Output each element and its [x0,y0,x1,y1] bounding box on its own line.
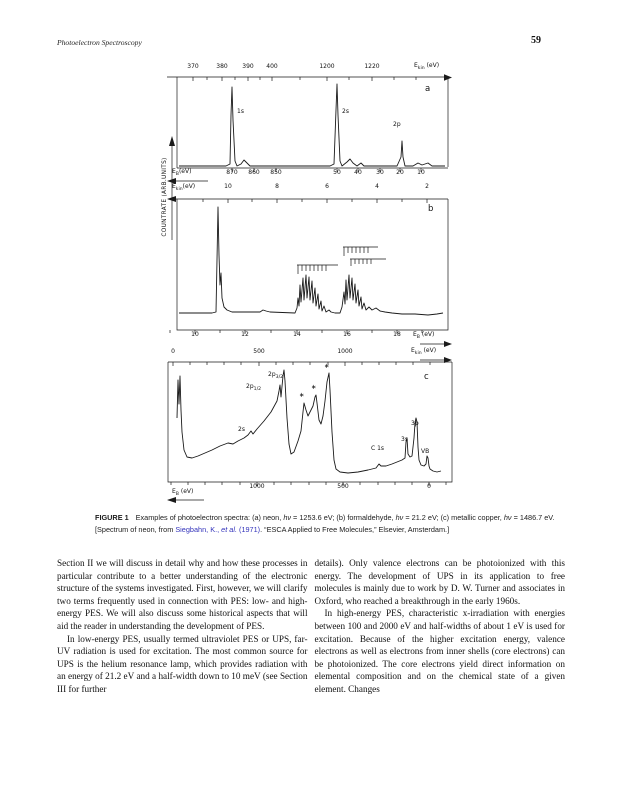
panel-letter-c: c [424,372,429,382]
paragraph: In low-energy PES, usually termed ultrav… [57,633,308,694]
panel-c-bottom-ticks [170,482,447,486]
caption-text: = 1253.6 eV; (b) formaldehyde, [291,513,396,523]
peak-label-1s: 1s [237,108,244,115]
auger-star-marker: ∗ [299,391,305,399]
figure-caption-number: FIGURE 1 [95,513,129,523]
tick-label: 6 [325,183,329,190]
tick-label: 2 [425,183,429,190]
auger-star-marker: ∗ [311,383,317,391]
tick-label: 390 [242,63,254,70]
peak-label-2p12: 2p1/2 [246,383,262,393]
arrowhead-right-icon [444,74,452,81]
tick-label: 1000 [249,483,265,490]
tick-label: 10 [417,169,425,176]
peak-label-2p32: 2p3/2 [268,371,284,381]
figure-caption: FIGURE 1 Examples of photoelectron spectr… [95,512,563,535]
tick-label: 30 [376,169,384,176]
peak-label-2s: 2s [342,108,349,115]
tick-label: 1000 [337,348,353,355]
tick-label: 8 [275,183,279,190]
tick-label: 870 [226,169,238,176]
paragraph: In high-energy PES, characteristic x-irr… [314,608,566,694]
tick-label: 500 [337,483,349,490]
body-column-left: Section II we will discuss in detail why… [57,557,308,696]
panel-c-eb-axis-label: EB (eV) [172,488,194,498]
peak-label-3p: 3p [411,420,419,427]
tick-label: 50 [333,169,341,176]
tick-label: 0 [171,348,175,355]
running-head: Photoelectron Spectroscopy [57,38,142,47]
panel-a-top-axis [167,76,444,81]
arrowhead-up-icon [169,136,175,146]
peak-label-c1s: C 1s [371,445,385,452]
arrowhead-left-icon [167,196,176,202]
vibrational-comb-2 [343,246,378,256]
countrate-axis-label: COUNTRATE (ARB.UNITS) [162,157,168,237]
tick-label: 16 [343,331,351,338]
caption-text: Examples of photoelectron spectra: (a) n… [135,513,284,523]
tick-label: 400 [266,63,278,70]
tick-label: 20 [396,169,404,176]
panel-b-ekin-axis-label: Ekin(eV) [172,183,196,193]
tick-label: 850 [270,169,282,176]
arrowhead-right-icon [444,357,452,363]
tick-label: 10 [191,331,199,338]
tick-label: 4 [375,183,379,190]
panel-c-frame [167,362,453,483]
spectrum-curve-b [179,206,444,316]
page-number: 59 [531,35,541,46]
spectrum-curve-a [179,83,445,167]
caption-text: = 1486.7 eV. [Spectrum of neon, from [95,513,555,534]
tick-label: 1200 [319,63,335,70]
caption-hv-symbol: hν [503,513,512,523]
paragraph: Section II we will discuss in detail why… [57,558,308,631]
tick-label: 1220 [364,63,380,70]
panel-c-ekin-axis-label: Ekin (eV) [411,347,437,357]
panel-letter-b: b [428,204,434,214]
caption-text: = 21.2 eV; (c) metallic copper, [403,513,504,523]
panel-b-eb-axis-label: EB (eV) [413,331,435,341]
figure-1-spectra [167,74,453,503]
peak-label-3s: 3s [401,436,408,443]
peak-label-2p: 2p [393,121,401,128]
vibrational-comb-3 [350,258,386,266]
panel-b-top-axis [168,198,448,203]
body-text: Section II we will discuss in detail why… [57,557,565,696]
panel-b-frame [176,199,449,331]
panel-a-bottom-axis [177,167,448,172]
caption-hv-symbol: hν [283,513,292,523]
peak-label-vb: VB [421,448,430,455]
tick-label: 40 [354,169,362,176]
arrowhead-right-icon [444,341,452,347]
peak-label-2s: 2s [238,426,245,433]
tick-label: 14 [293,331,301,338]
auger-star-marker: ∗ [324,362,330,370]
caption-hv-symbol: hν [395,513,404,523]
vibrational-comb-1 [297,264,338,274]
spectrum-curve-c [176,369,442,474]
panel-c-top-axis [168,361,452,366]
arrowhead-left-icon [167,497,176,503]
tick-label: 0 [427,483,431,490]
panel-a-frame [176,77,449,168]
panel-a-ekin-axis-label: Ekin (eV) [414,62,440,72]
paragraph: details). Only valence electrons can be … [314,558,566,606]
tick-label: 10 [224,183,232,190]
tick-label: 860 [248,169,260,176]
tick-label: 12 [241,331,249,338]
tick-label: 18 [393,331,401,338]
panel-b-bottom-ticks [169,330,423,334]
caption-text: . “ESCA Applied to Free Molecules,” Else… [260,524,450,534]
panel-a-eb-axis-label: EB(eV) [172,168,192,178]
panel-letter-a: a [425,84,431,94]
tick-label: 370 [187,63,199,70]
arrowhead-left-icon [167,178,176,184]
citation-link[interactable]: Siegbahn, K., et al. (1971) [175,524,261,534]
tick-label: 500 [253,348,265,355]
tick-label: 380 [216,63,228,70]
body-column-right: details). Only valence electrons can be … [315,557,566,696]
